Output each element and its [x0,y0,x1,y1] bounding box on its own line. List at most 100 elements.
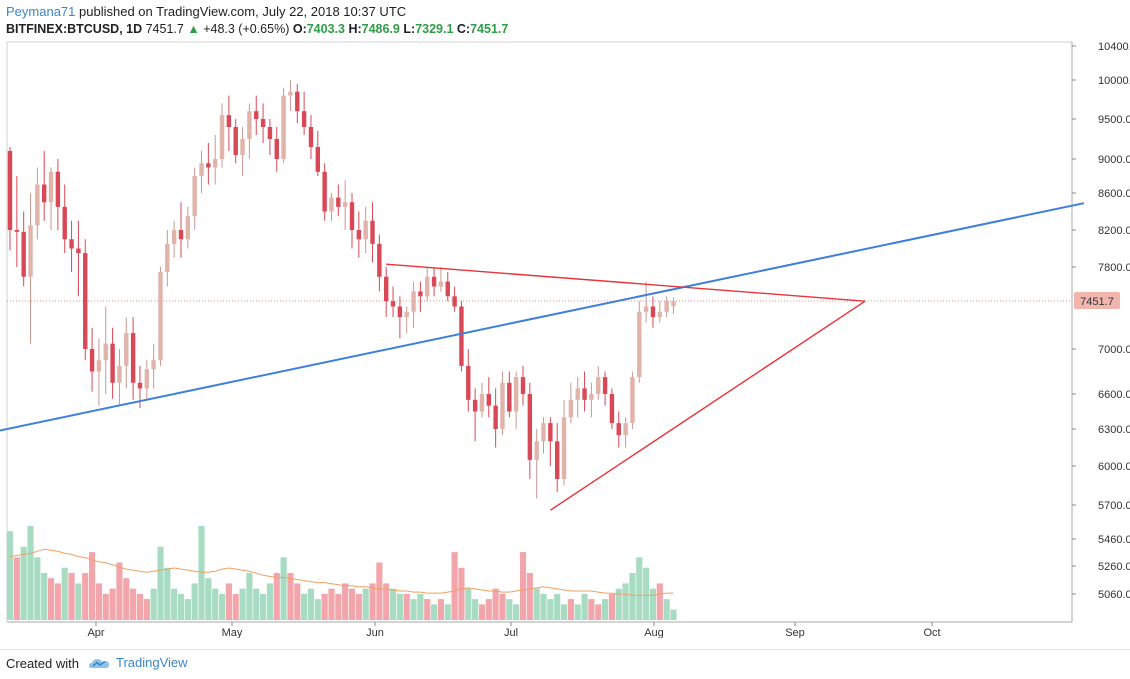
candle [418,281,423,312]
volume-bar [301,593,308,620]
candle [165,230,170,287]
candle-body [62,206,67,240]
price-chart[interactable]: 10400.0 10000.0 9500.0 9000.0 8600.0 8200.0 78… [0,38,1130,638]
candle-body [178,230,184,240]
candle [431,267,437,297]
price-tick-label: 8600.0 [1098,188,1130,200]
volume-bar [54,583,61,620]
symbol-label: BITFINEX:BTCUSD, 1D [6,22,143,36]
volume-bar [670,609,677,620]
candle-body [466,365,471,400]
brand-label: TradingView [116,655,188,670]
candle-body [643,306,649,312]
candle-body [568,399,574,418]
candle-body [582,388,587,400]
candle [575,377,580,418]
candle [472,388,478,442]
volume-bar [6,531,14,620]
volume-bar [588,599,595,620]
volume-bar [143,599,150,620]
open-value: 7403.3 [306,22,345,36]
candle-body [213,159,218,168]
candle-body [308,127,314,147]
volume-bar [547,599,554,620]
volume-bar [622,583,629,620]
volume-bar [47,578,55,620]
candle [274,127,279,172]
volume-bar [321,593,328,620]
candle [671,297,676,315]
publish-info: Peymana71 published on TradingView.com, … [6,4,406,19]
candle-body [144,369,149,389]
tradingview-link[interactable]: TradingView [88,655,188,670]
candle [35,167,40,240]
candle-body [342,202,348,207]
volume-bar [437,599,444,620]
candle [247,103,252,159]
candle [643,281,649,323]
volume-bar [184,599,191,620]
candle-body [650,306,656,318]
published-text: published on TradingView.com, July 22, 2… [79,4,407,19]
candle [83,239,88,361]
volume-bar [602,599,609,620]
candle [151,343,156,389]
volume-bar [629,572,636,620]
candle [637,301,642,383]
volume-bar [540,593,547,620]
candle [14,176,20,267]
volume-bar [458,567,465,620]
volume-bar [636,557,643,620]
volume-bar [287,572,294,620]
volume-bar [383,583,390,620]
volume-bar [595,604,602,620]
candle [219,103,225,168]
candle-body [527,394,533,460]
volume-bar [560,604,568,620]
candle [459,301,464,372]
volume-bar [533,588,540,620]
candle-body [69,239,74,249]
candle [213,135,218,185]
last-price: 7451.7 [145,22,184,36]
candle-body [315,147,320,172]
volume-bar [212,588,219,620]
trendline-blue [0,202,1085,432]
price-change: +48.3 (+0.65%) [203,22,290,36]
candle-body [260,119,266,127]
time-tick-label: Sep [785,627,805,638]
candle-body [274,139,279,159]
volume-bar [389,588,397,620]
candle [240,127,245,176]
volume-bar [164,567,171,620]
candle-body [479,394,485,412]
low-label: L: [403,22,416,36]
candle [384,267,389,318]
candle-body [356,230,362,240]
candle [445,271,450,302]
volume-bar [280,557,287,620]
volume-bar [253,588,260,620]
candle-body [199,163,204,176]
author-link[interactable]: Peymana71 [6,4,76,19]
last-price-label: 7451.7 [1080,296,1114,308]
candle-body [336,197,341,207]
candle-body [192,176,197,217]
volume-bar [89,552,96,620]
candle-body [349,202,355,230]
time-tick-label: May [222,627,243,638]
candle [596,365,601,400]
volume-bar [403,593,410,620]
volume-bar [102,593,109,620]
candle-body [623,423,628,436]
candle-body [219,115,225,159]
candle [42,151,47,221]
volume-bar [348,588,356,620]
candle-body [281,95,286,159]
volume-bar [376,562,383,620]
volume-bar [410,599,417,620]
price-tick-label: 7800.0 [1098,262,1130,274]
candle [390,286,396,318]
candle-body [616,423,621,436]
volume-bar [314,599,321,620]
